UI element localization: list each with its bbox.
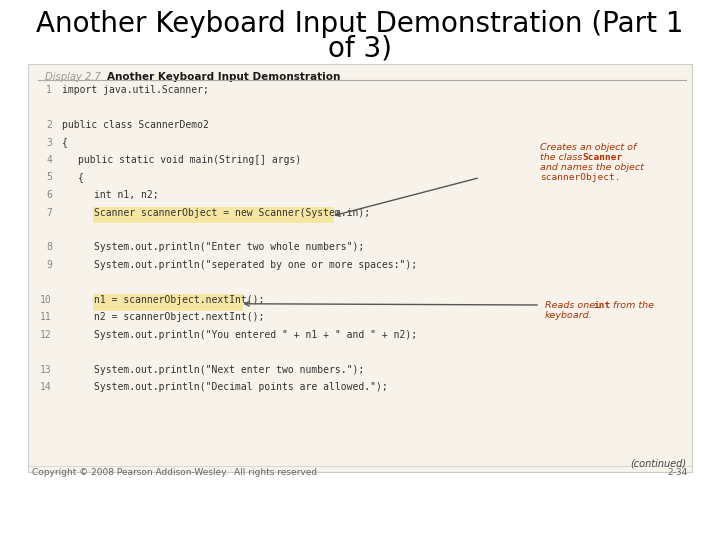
Text: 6: 6: [46, 190, 52, 200]
Text: 10: 10: [40, 295, 52, 305]
Text: Scanner scannerObject = new Scanner(System.in);: Scanner scannerObject = new Scanner(Syst…: [94, 207, 370, 218]
Text: Reads one: Reads one: [545, 301, 598, 310]
Text: from the: from the: [610, 301, 654, 310]
Text: int: int: [593, 301, 611, 310]
FancyBboxPatch shape: [93, 294, 243, 310]
Text: 13: 13: [40, 365, 52, 375]
Text: {: {: [62, 138, 68, 147]
Text: Another Keyboard Input Demonstration: Another Keyboard Input Demonstration: [107, 72, 341, 82]
Text: int n1, n2;: int n1, n2;: [94, 190, 158, 200]
FancyBboxPatch shape: [93, 206, 334, 223]
Text: 11: 11: [40, 313, 52, 322]
Text: n2 = scannerObject.nextInt();: n2 = scannerObject.nextInt();: [94, 313, 264, 322]
Text: and names the object: and names the object: [540, 163, 644, 172]
Text: 3: 3: [46, 138, 52, 147]
Text: System.out.println("Decimal points are allowed.");: System.out.println("Decimal points are a…: [94, 382, 388, 393]
Text: Display 2.7: Display 2.7: [45, 72, 101, 82]
Text: 12: 12: [40, 330, 52, 340]
Text: (continued): (continued): [630, 458, 686, 468]
Text: Copyright © 2008 Pearson Addison-Wesley.  All rights reserved: Copyright © 2008 Pearson Addison-Wesley.…: [32, 468, 317, 477]
Text: 8: 8: [46, 242, 52, 253]
Text: System.out.println("Next enter two numbers.");: System.out.println("Next enter two numbe…: [94, 365, 364, 375]
Text: 2: 2: [46, 120, 52, 130]
Text: Creates an object of: Creates an object of: [540, 143, 636, 152]
Text: Another Keyboard Input Demonstration (Part 1: Another Keyboard Input Demonstration (Pa…: [36, 10, 684, 38]
Text: 7: 7: [46, 207, 52, 218]
Text: public class ScannerDemo2: public class ScannerDemo2: [62, 120, 209, 130]
Text: the class: the class: [540, 152, 585, 161]
Text: {: {: [78, 172, 84, 183]
Text: keyboard.: keyboard.: [545, 311, 593, 320]
Text: System.out.println("seperated by one or more spaces:");: System.out.println("seperated by one or …: [94, 260, 417, 270]
Text: 14: 14: [40, 382, 52, 393]
Text: 4: 4: [46, 155, 52, 165]
Text: of 3): of 3): [328, 35, 392, 63]
Text: public static void main(String[] args): public static void main(String[] args): [78, 155, 301, 165]
Text: n1 = scannerObject.nextInt();: n1 = scannerObject.nextInt();: [94, 295, 264, 305]
Text: import java.util.Scanner;: import java.util.Scanner;: [62, 85, 209, 95]
Text: 2-34: 2-34: [667, 468, 688, 477]
Text: 5: 5: [46, 172, 52, 183]
Text: 1: 1: [46, 85, 52, 95]
Text: System.out.println("You entered " + n1 + " and " + n2);: System.out.println("You entered " + n1 +…: [94, 330, 417, 340]
Text: System.out.println("Enter two whole numbers");: System.out.println("Enter two whole numb…: [94, 242, 364, 253]
FancyBboxPatch shape: [28, 64, 692, 472]
Text: 9: 9: [46, 260, 52, 270]
Text: Scanner: Scanner: [582, 152, 622, 161]
Text: scannerObject.: scannerObject.: [540, 172, 621, 181]
